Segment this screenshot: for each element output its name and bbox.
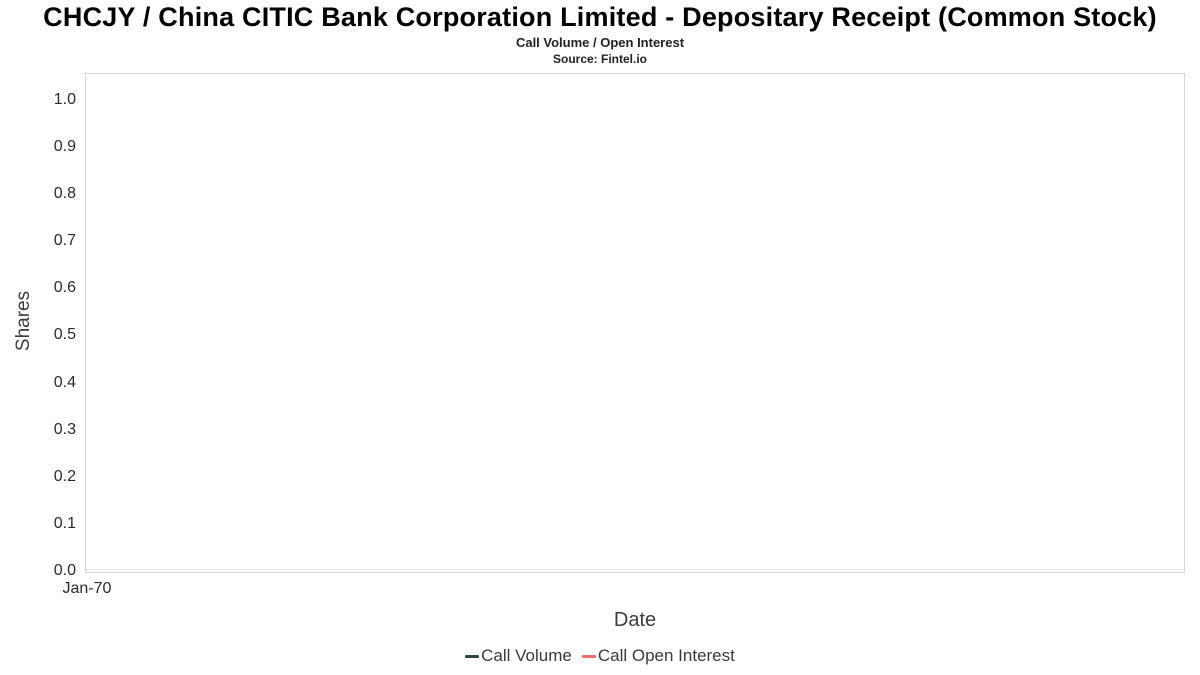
y-tick: 0.5 bbox=[53, 326, 76, 344]
y-tick: 0.2 bbox=[53, 467, 76, 485]
chart-source: Source: Fintel.io bbox=[552, 52, 647, 66]
legend-item-call-open-interest[interactable]: Call Open Interest bbox=[581, 646, 735, 666]
y-tick: 0.8 bbox=[53, 185, 76, 203]
x-tick: Jan-70 bbox=[62, 580, 112, 597]
legend: Call Volume Call Open Interest bbox=[0, 646, 1200, 666]
y-tick: 0.0 bbox=[53, 561, 76, 579]
legend-label-call-volume: Call Volume bbox=[481, 646, 572, 665]
y-tick: 0.4 bbox=[53, 373, 76, 391]
chart-title: CHCJY / China CITIC Bank Corporation Lim… bbox=[43, 2, 1157, 32]
chart-subtitle: Call Volume / Open Interest bbox=[515, 35, 685, 50]
y-tick: 0.6 bbox=[53, 279, 76, 297]
y-axis-ticks: 1.0 0.9 0.8 0.7 0.6 0.5 0.4 0.3 0.2 0.1 … bbox=[0, 90, 76, 581]
call-volume-line-marker-icon bbox=[465, 654, 480, 658]
legend-label-call-open-interest: Call Open Interest bbox=[597, 646, 735, 665]
y-tick: 1.0 bbox=[53, 91, 76, 108]
y-tick: 0.3 bbox=[53, 420, 76, 438]
y-tick: 0.9 bbox=[53, 138, 76, 156]
call-open-interest-line-marker-icon bbox=[581, 654, 596, 658]
x-axis-line bbox=[86, 569, 1184, 570]
plot-area bbox=[85, 73, 1185, 573]
y-tick: 0.7 bbox=[53, 232, 76, 250]
y-tick: 0.1 bbox=[53, 514, 76, 532]
x-axis-label: Date bbox=[613, 609, 657, 631]
legend-item-call-volume[interactable]: Call Volume bbox=[465, 646, 572, 666]
